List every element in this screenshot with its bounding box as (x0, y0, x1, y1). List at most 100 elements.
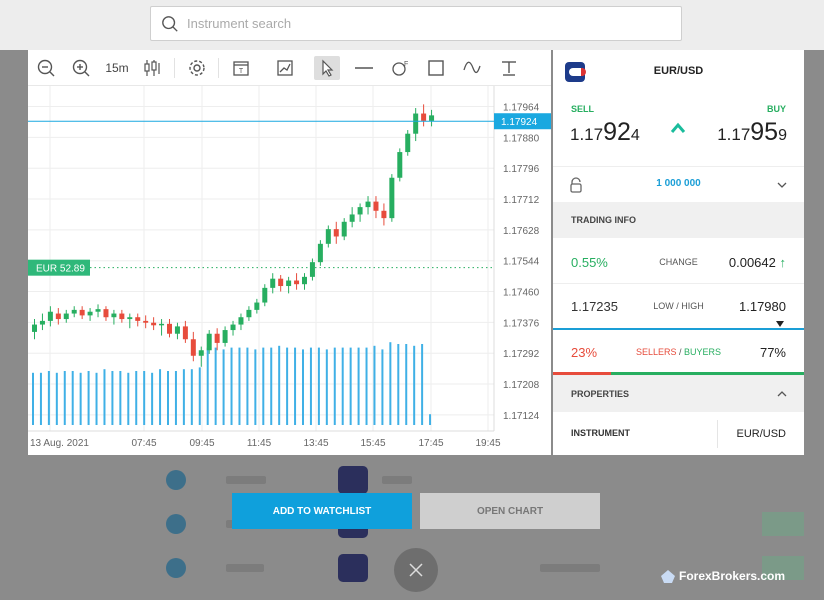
volume-bar (167, 371, 169, 425)
image-icon[interactable] (272, 56, 298, 80)
instrument-panel: EUR/USD SELL BUY 1.17924 1.17959 1 000 0… (553, 50, 804, 455)
svg-text:F: F (404, 61, 408, 68)
zoom-out-icon[interactable] (33, 56, 59, 80)
volume-bar (270, 347, 273, 425)
instrument-pair: EUR/USD (653, 65, 704, 77)
x-tick-label: 07:45 (131, 438, 156, 449)
lock-icon[interactable] (569, 177, 583, 193)
x-tick-label: 13:45 (303, 438, 328, 449)
volume-bar (182, 369, 185, 425)
watermark: ForexBrokers.com (679, 569, 786, 583)
candle (341, 221, 347, 237)
candle (302, 276, 307, 285)
candle (429, 115, 435, 121)
volume-bar (246, 347, 249, 425)
quantity-selector[interactable]: 1 000 000 (553, 166, 804, 202)
x-tick-label: 15:45 (360, 438, 385, 449)
range-marker-icon (776, 321, 784, 327)
current-price-label: 1.17924 (501, 117, 538, 128)
text-icon[interactable] (496, 56, 522, 80)
candle (71, 309, 77, 314)
candle (309, 262, 315, 277)
candlestick-icon[interactable] (139, 56, 165, 80)
sellers-percent: 23% (571, 345, 598, 360)
volume-bar (381, 349, 384, 425)
add-to-watchlist-button[interactable]: ADD TO WATCHLIST (232, 493, 412, 529)
volume-bar (365, 347, 368, 425)
x-tick-label: 11:45 (247, 438, 272, 449)
candle (270, 278, 276, 288)
trend-icon[interactable] (459, 56, 485, 80)
list-item (130, 464, 810, 496)
price-chart[interactable]: 1.17924 EUR 52.89 1.17964 1.17880 1.17796 1.1… (28, 86, 551, 455)
sentiment-label: SELLERS / BUYERS (553, 347, 804, 357)
sell-price[interactable]: 1.17924 (570, 118, 640, 147)
buyers-bar (610, 372, 804, 375)
y-tick-label: 1.17964 (503, 103, 540, 114)
volume-bar (32, 372, 34, 425)
candle (55, 313, 61, 320)
buy-price[interactable]: 1.17959 (717, 118, 787, 147)
candle (151, 322, 157, 326)
volume-bar (230, 347, 233, 425)
instrument-header: EUR/USD (553, 50, 804, 94)
candle (325, 229, 331, 244)
eur-usd-flag-icon (565, 62, 586, 82)
volume-bar (357, 347, 360, 425)
volume-bar (39, 372, 42, 425)
high-value: 1.17980 (739, 299, 786, 314)
candle (254, 302, 260, 310)
search-icon (162, 16, 178, 32)
change-label: CHANGE (659, 257, 698, 267)
volume-bar (309, 347, 312, 425)
cursor-icon[interactable] (314, 56, 340, 80)
candle (238, 317, 244, 325)
chevron-up-icon[interactable] (776, 388, 788, 400)
low-high-row: 1.17235 LOW / HIGH 1.17980 (553, 284, 804, 330)
candle (95, 309, 101, 312)
chevron-down-icon[interactable] (776, 179, 788, 191)
search-input[interactable] (187, 7, 667, 40)
candle (63, 313, 69, 320)
properties-header[interactable]: PROPERTIES (553, 376, 804, 412)
volume-bar (95, 372, 98, 425)
sell-price-prefix: 1.17 (570, 125, 604, 144)
volume-bar (190, 369, 193, 425)
instrument-label: INSTRUMENT (571, 428, 630, 438)
gear-icon[interactable] (184, 56, 210, 80)
horizontal-line-icon[interactable] (351, 56, 377, 80)
volume-bar (47, 371, 50, 425)
zoom-in-icon[interactable] (68, 56, 94, 80)
volume-bar (63, 371, 66, 425)
candle (397, 152, 403, 178)
volume-bar (294, 347, 297, 425)
rectangle-icon[interactable] (423, 56, 449, 80)
arrow-up-icon (670, 122, 686, 133)
fibonacci-icon[interactable]: F (387, 56, 413, 80)
buy-label: BUY (766, 104, 786, 114)
volume-bar (429, 414, 432, 425)
volume-bar (198, 367, 201, 425)
timeframe-button[interactable]: 15m (105, 61, 129, 75)
x-tick-label: 19:45 (475, 438, 500, 449)
candle (214, 333, 220, 343)
y-tick-label: 1.17712 (503, 195, 540, 206)
candle (111, 313, 117, 318)
volume-bar (317, 347, 320, 425)
candle (32, 324, 37, 332)
sellers-bar (553, 372, 611, 375)
candle (135, 317, 141, 321)
candle (143, 320, 149, 323)
sentiment-row: 23% SELLERS / BUYERS 77% (553, 330, 804, 376)
candle (167, 323, 172, 334)
change-row: 0.55% CHANGE 0.00642 ↑ (553, 240, 804, 284)
open-chart-button[interactable]: OPEN CHART (420, 493, 600, 529)
candle (127, 317, 133, 320)
template-icon[interactable]: T (228, 56, 254, 80)
close-button[interactable] (394, 548, 438, 592)
candle (278, 278, 284, 287)
instrument-search[interactable] (150, 6, 682, 41)
candle (182, 326, 188, 340)
volume-bar (341, 347, 344, 425)
volume-bar (79, 372, 82, 425)
